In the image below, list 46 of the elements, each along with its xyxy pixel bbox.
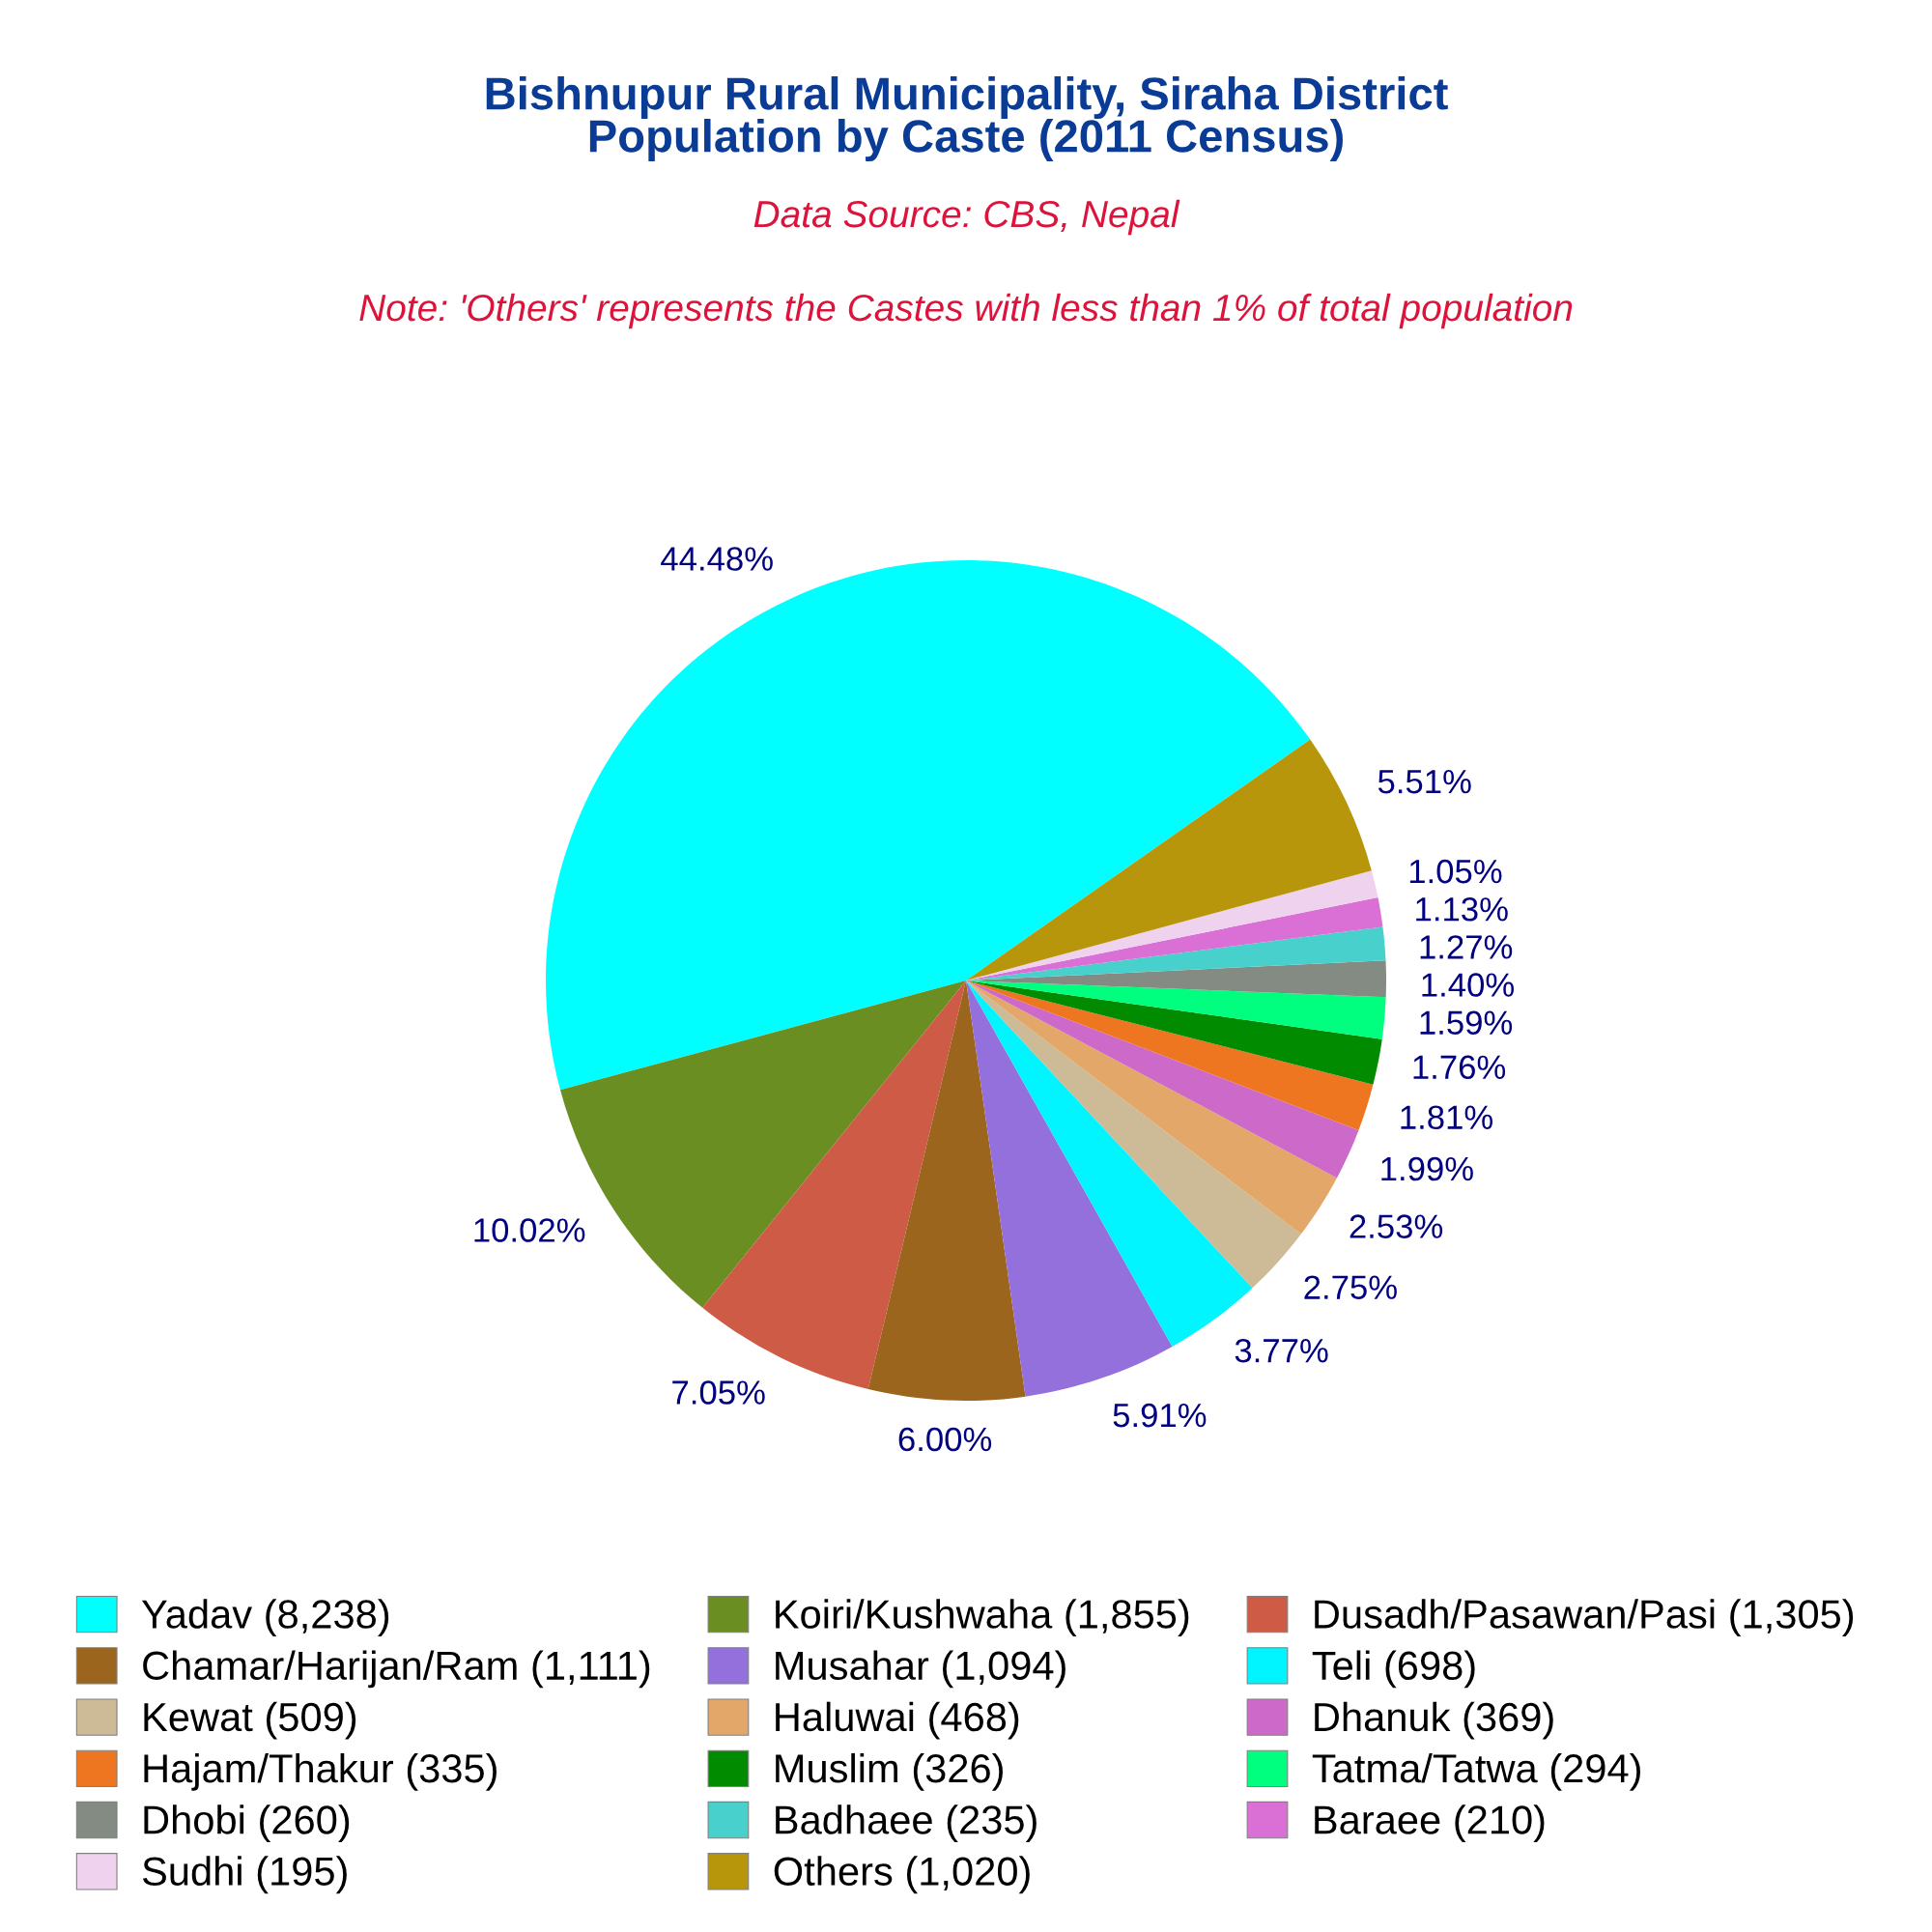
pie-slice (966, 980, 1337, 1235)
data-label: 1.05% (1409, 859, 1502, 884)
legend-label: Baraee (210) (1315, 1804, 1545, 1842)
legend-label: Hajam/Thakur (335) (144, 1752, 497, 1791)
pie-slice (966, 980, 1382, 1085)
data-label: 10.02% (474, 1218, 585, 1242)
legend-label: Kewat (509) (144, 1701, 356, 1740)
legend-label: Yadav (8,238) (141, 1599, 389, 1637)
data-label: 5.51% (1378, 770, 1471, 794)
text: Note: 'Others' represents the Castes with less than 1% of total population (359, 293, 1573, 329)
data-label: 1.27% (1420, 935, 1513, 959)
legend-label: Muslim (326) (776, 1752, 1003, 1791)
chart-subtitle: Data Source: CBS, Nepal (753, 199, 1180, 236)
legend-label: Dhanuk (369) (1315, 1701, 1553, 1740)
pie-slice (867, 980, 1026, 1401)
data-label: 1.99% (1381, 1156, 1473, 1181)
data-label: 2.53% (1350, 1214, 1443, 1238)
data-label: 5.91% (1113, 1403, 1207, 1428)
data-label: 3.77% (1235, 1338, 1328, 1363)
data-label: 1.40% (1422, 973, 1515, 997)
chart-title: Bishnupur Rural Municipality, Siraha District Population by Caste (2011 Census) (486, 75, 1448, 162)
legend-label: Tatma/Tatwa (294) (1312, 1752, 1640, 1791)
data-label: 1.13% (1416, 896, 1508, 922)
legend-label: Teli (698) (1312, 1650, 1475, 1689)
pie-slice (966, 980, 1374, 1130)
data-label: 1.76% (1413, 1055, 1506, 1080)
legend-label: Sudhi (195) (142, 1856, 347, 1894)
legend-label: Dusadh/Pasawan/Pasi (1,305) (1315, 1599, 1854, 1637)
pie-slice (966, 980, 1359, 1179)
legend-label: Koiri/Kushwaha (1,855) (776, 1599, 1189, 1637)
legend-label: Badhaee (235) (776, 1804, 1037, 1842)
pie-slice (966, 980, 1301, 1289)
data-label: 7.05% (672, 1380, 765, 1405)
data-label: 1.81% (1401, 1105, 1493, 1130)
legend-label: Haluwai (468) (776, 1701, 1019, 1740)
data-label: 44.48% (661, 547, 773, 571)
pie-slice (966, 739, 1372, 980)
pie-slice (966, 897, 1383, 980)
pie-slice (966, 980, 1173, 1397)
data-label: 6.00% (898, 1427, 992, 1452)
legend-label: Musahar (1,094) (776, 1650, 1065, 1689)
legend-label: Dhobi (260) (144, 1804, 350, 1842)
legend-label: Chamar/Harijan/Ram (1,111) (143, 1650, 650, 1689)
legend-label: Others (1,020) (774, 1856, 1030, 1894)
data-label: 2.75% (1304, 1275, 1397, 1299)
data-label: 1.59% (1420, 1010, 1513, 1036)
